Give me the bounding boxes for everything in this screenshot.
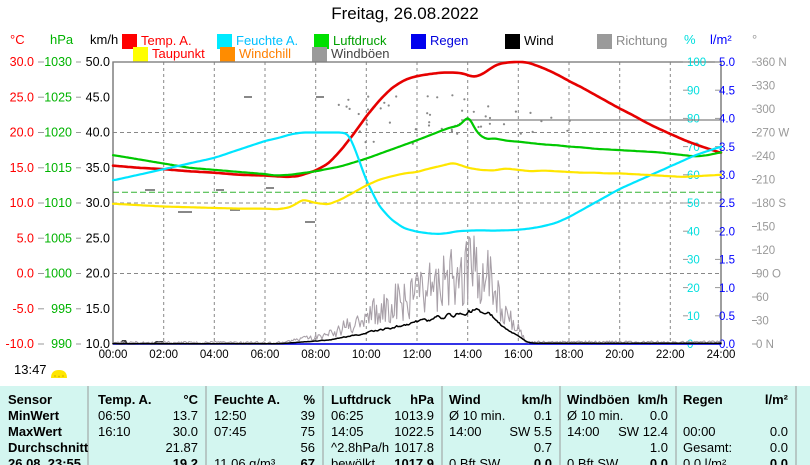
svg-text:16:00: 16:00 (504, 349, 533, 361)
svg-text:2.5: 2.5 (719, 198, 735, 210)
svg-text:1000: 1000 (44, 267, 72, 281)
svg-text:30.0: 30.0 (86, 196, 110, 210)
svg-text:45.0: 45.0 (86, 91, 110, 105)
svg-text:12:00: 12:00 (403, 349, 432, 361)
svg-text:2.0: 2.0 (719, 226, 735, 238)
svg-text:40.0: 40.0 (86, 126, 110, 140)
svg-text:30: 30 (687, 255, 700, 267)
svg-text:270 W: 270 W (756, 128, 789, 140)
svg-text:10: 10 (687, 311, 700, 323)
svg-text:06:00: 06:00 (251, 349, 280, 361)
svg-text:20:00: 20:00 (605, 349, 634, 361)
svg-text:04:00: 04:00 (200, 349, 229, 361)
svg-text:18:00: 18:00 (555, 349, 584, 361)
svg-text:50.0: 50.0 (86, 55, 110, 69)
svg-text:1.0: 1.0 (719, 283, 735, 295)
svg-text:08:00: 08:00 (301, 349, 330, 361)
svg-text:40: 40 (687, 226, 700, 238)
svg-text:180 S: 180 S (756, 198, 786, 210)
svg-text:300: 300 (756, 104, 775, 116)
svg-text:990: 990 (51, 337, 72, 351)
svg-text:4.0: 4.0 (719, 114, 735, 126)
svg-text:30: 30 (756, 316, 769, 328)
svg-text:15.0: 15.0 (10, 161, 34, 175)
svg-text:120: 120 (756, 245, 775, 257)
svg-text:-10.0: -10.0 (6, 337, 35, 351)
svg-text:0.0: 0.0 (17, 267, 34, 281)
svg-text:4.5: 4.5 (719, 85, 735, 97)
svg-text:1025: 1025 (44, 91, 72, 105)
svg-text:02:00: 02:00 (149, 349, 178, 361)
svg-text:5.0: 5.0 (719, 57, 735, 69)
svg-text:1020: 1020 (44, 126, 72, 140)
svg-text:90: 90 (687, 85, 700, 97)
svg-text:90 O: 90 O (756, 269, 781, 281)
svg-text:0.5: 0.5 (719, 311, 735, 323)
svg-text:1030: 1030 (44, 55, 72, 69)
svg-text:1005: 1005 (44, 231, 72, 245)
svg-text:10.0: 10.0 (10, 196, 34, 210)
svg-text:1010: 1010 (44, 196, 72, 210)
svg-text:20.0: 20.0 (10, 126, 34, 140)
svg-text:360 N: 360 N (756, 57, 787, 69)
svg-text:15.0: 15.0 (86, 302, 110, 316)
svg-text:100: 100 (687, 57, 706, 69)
svg-text:22:00: 22:00 (656, 349, 685, 361)
svg-text:30.0: 30.0 (10, 55, 34, 69)
svg-text:20.0: 20.0 (86, 267, 110, 281)
svg-text:35.0: 35.0 (86, 161, 110, 175)
svg-text:3.0: 3.0 (719, 170, 735, 182)
svg-text:10:00: 10:00 (352, 349, 381, 361)
svg-text:995: 995 (51, 302, 72, 316)
svg-text:60: 60 (756, 292, 769, 304)
svg-text:-5.0: -5.0 (12, 302, 34, 316)
svg-text:20: 20 (687, 283, 700, 295)
svg-text:0 N: 0 N (756, 339, 774, 351)
svg-text:50: 50 (687, 198, 700, 210)
svg-text:14:00: 14:00 (453, 349, 482, 361)
svg-text:1.5: 1.5 (719, 255, 735, 267)
svg-text:240: 240 (756, 151, 775, 163)
svg-text:25.0: 25.0 (86, 231, 110, 245)
svg-text:5.0: 5.0 (17, 231, 34, 245)
svg-text:210: 210 (756, 175, 775, 187)
svg-text:10.0: 10.0 (86, 337, 110, 351)
svg-text:25.0: 25.0 (10, 91, 34, 105)
svg-text:1015: 1015 (44, 161, 72, 175)
svg-text:150: 150 (756, 222, 775, 234)
svg-text:330: 330 (756, 81, 775, 93)
